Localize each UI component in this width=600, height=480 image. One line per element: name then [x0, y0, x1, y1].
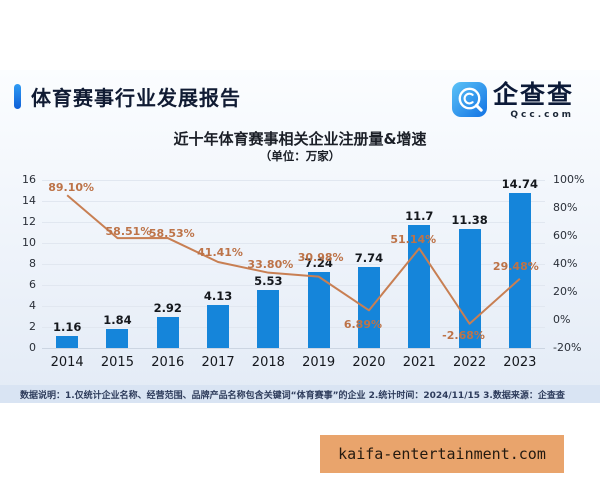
report-title: 体育赛事行业发展报告 [31, 86, 241, 110]
watermark-text: kaifa-entertainment.com [338, 445, 546, 463]
y-axis-left-tick: 12 [22, 215, 36, 228]
growth-rate-label: 41.41% [197, 246, 243, 260]
x-axis-label: 2015 [100, 355, 134, 370]
y-axis-left-tick: 4 [29, 299, 36, 312]
y-axis-right-tick: 0% [553, 313, 571, 326]
gridline [42, 327, 545, 328]
watermark-box: kaifa-entertainment.com [320, 435, 564, 473]
bar-value-label: 5.53 [254, 273, 283, 288]
y-axis-left-tick: 0 [29, 341, 36, 354]
bar-value-label: 1.84 [103, 312, 132, 327]
y-axis-left-tick: 10 [22, 236, 36, 249]
growth-rate-label: 29.48% [492, 259, 539, 273]
gridline [42, 348, 545, 349]
bar-2016 [156, 317, 179, 348]
growth-rate-label: 58.51% [105, 225, 152, 239]
x-axis-label: 2022 [453, 355, 487, 370]
x-axis-label: 2023 [503, 355, 537, 370]
x-axis-label: 2018 [251, 355, 285, 370]
y-axis-left-tick: 8 [29, 257, 36, 270]
bar-2014 [56, 335, 79, 348]
growth-rate-label: 89.10% [48, 181, 95, 195]
gridline [42, 180, 545, 181]
growth-rate-label: -2.68% [442, 328, 485, 342]
y-axis-right-tick: 80% [553, 201, 578, 214]
x-axis-label: 2021 [402, 355, 436, 370]
y-axis-right-tick: 60% [553, 229, 578, 242]
bar-value-label: 7.74 [354, 250, 384, 265]
bar-2015 [106, 328, 129, 348]
bar-value-label: 2.92 [153, 301, 182, 316]
title-accent-bar [14, 84, 21, 109]
y-axis-right-tick: 40% [553, 257, 578, 270]
y-axis-left-tick: 2 [29, 320, 36, 333]
qcc-logo-text-block: 企查查 Qcc.com [493, 80, 575, 121]
qcc-logo-icon [452, 82, 487, 117]
bar-2018 [257, 289, 280, 348]
growth-rate-label: 6.89% [343, 318, 383, 332]
footer-strip: 数据说明：1.仅统计企业名称、经营范围、品牌产品名称包含关键词“体育赛事”的企业… [0, 385, 600, 403]
x-axis-label: 2020 [352, 355, 386, 370]
growth-rate-label: 33.80% [247, 257, 294, 271]
bar-value-label: 4.13 [203, 288, 233, 303]
x-axis-label: 2019 [302, 355, 336, 370]
gridline [42, 201, 545, 202]
bar-value-label: 1.16 [52, 319, 82, 334]
y-axis-left-tick: 14 [22, 194, 36, 207]
bar-value-label: 11.7 [405, 209, 434, 224]
y-axis-right-tick: 100% [553, 173, 585, 186]
x-axis-label: 2017 [201, 355, 235, 370]
y-axis-left-tick: 16 [22, 173, 36, 186]
x-axis-label: 2016 [151, 355, 185, 370]
bar-value-label: 14.74 [501, 177, 539, 192]
qcc-logo-domain: Qcc.com [510, 110, 575, 120]
bar-2020 [357, 266, 380, 348]
growth-rate-label: 58.53% [148, 227, 195, 241]
bar-2019 [307, 271, 330, 348]
magnifier-c-icon [458, 87, 483, 112]
qcc-logo-name: 企查查 [493, 80, 575, 109]
growth-rate-label: 51.14% [390, 233, 437, 247]
bar-2017 [207, 304, 230, 348]
footer-note: 数据说明：1.仅统计企业名称、经营范围、品牌产品名称包含关键词“体育赛事”的企业… [20, 390, 565, 401]
bar-value-label: 11.38 [451, 212, 488, 227]
y-axis-right-tick: 20% [553, 285, 578, 298]
qcc-logo: 企查查 Qcc.com [452, 82, 574, 120]
growth-rate-label: 30.98% [297, 250, 344, 264]
y-axis-left-tick: 6 [29, 278, 36, 291]
chart-title: 近十年体育赛事相关企业注册量&增速 [173, 130, 427, 148]
y-axis-right-tick: -20% [553, 341, 582, 354]
x-axis-label: 2014 [50, 355, 84, 370]
chart-subtitle: （单位：万家） [259, 149, 341, 163]
